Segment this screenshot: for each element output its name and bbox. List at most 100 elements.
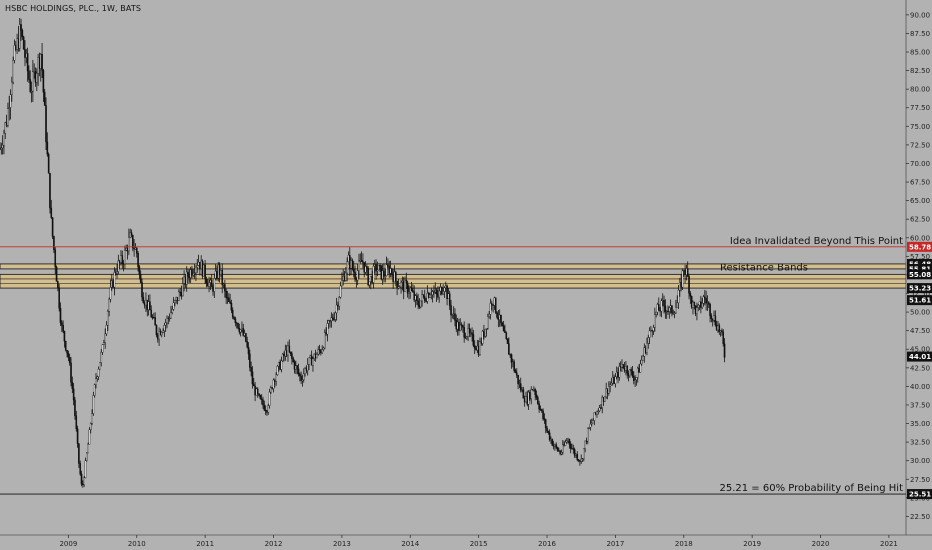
candle-body: [610, 382, 613, 385]
candle-body: [288, 345, 291, 352]
candle-body: [575, 453, 577, 456]
candle-body: [283, 353, 285, 357]
time-axis-bg: [0, 535, 932, 550]
candle-body: [34, 71, 37, 83]
candle-body: [544, 419, 547, 429]
price-tick-label: 87.50: [910, 30, 930, 38]
price-tick-label: 22.50: [910, 513, 930, 521]
candle-body: [70, 362, 72, 383]
candle-body: [122, 263, 125, 265]
candle-body: [5, 122, 8, 126]
candle-body: [75, 415, 78, 429]
candle-body: [598, 407, 601, 412]
candle-body: [690, 296, 693, 308]
candle-body: [719, 330, 722, 332]
candle-body: [132, 234, 134, 249]
candle-body: [246, 341, 249, 348]
candle-body: [611, 377, 614, 384]
candle-body: [347, 255, 350, 262]
candle-body: [84, 460, 87, 478]
candle-body: [85, 452, 88, 461]
candle-body: [259, 395, 262, 400]
candle-body: [185, 271, 188, 285]
candle-body: [356, 270, 359, 281]
candle-body: [375, 264, 377, 272]
price-tick-label: 90.00: [910, 11, 930, 19]
candle-body: [546, 427, 548, 432]
candle-body: [79, 463, 82, 475]
candle-body: [184, 276, 187, 285]
candle-body: [635, 377, 638, 380]
candle-body: [218, 264, 221, 275]
candle-body: [558, 450, 560, 452]
price-label: 53.23: [909, 285, 931, 293]
candle-body: [391, 268, 393, 275]
price-tick-label: 27.50: [910, 476, 930, 484]
candle-body: [346, 261, 348, 274]
candle-body: [554, 444, 556, 447]
candle-body: [379, 265, 381, 267]
candle-body: [247, 346, 250, 355]
candle-body: [277, 362, 280, 367]
candle-body: [617, 371, 619, 378]
candle-body: [643, 347, 646, 357]
candle-body: [585, 440, 588, 442]
candle-body: [93, 384, 96, 396]
candle-body: [514, 370, 517, 373]
time-tick-label: 2018: [675, 540, 693, 548]
candle-body: [521, 389, 523, 391]
candle-body: [121, 255, 124, 264]
candle-body: [513, 361, 515, 371]
candle-body: [92, 395, 95, 414]
candle-body: [281, 353, 284, 362]
candle-body: [238, 327, 241, 333]
candle-body: [551, 439, 554, 446]
price-label: 25.51: [909, 491, 931, 499]
candle-body: [506, 338, 509, 344]
candle-body: [135, 247, 138, 254]
candle-body: [444, 285, 447, 289]
candle-body: [704, 296, 706, 299]
candle-body: [61, 322, 63, 326]
candle-body: [250, 367, 252, 372]
candle-body: [472, 334, 475, 346]
candle-body: [372, 266, 375, 283]
candle-body: [717, 325, 719, 331]
candle-body: [272, 379, 275, 389]
price-tick-label: 32.50: [910, 439, 930, 447]
candle-body: [174, 300, 176, 303]
candle-body: [164, 322, 167, 326]
candle-body: [217, 264, 220, 279]
candle-body: [195, 267, 197, 273]
candle-body: [680, 282, 682, 288]
candle-body: [431, 291, 434, 295]
candle-body: [162, 330, 164, 333]
candle-body: [297, 368, 300, 374]
candle-body: [475, 347, 477, 351]
candle-body: [208, 282, 210, 287]
invalidation-label: Idea Invalidated Beyond This Point: [730, 236, 903, 247]
candle-body: [671, 305, 673, 314]
candle-body: [299, 373, 301, 377]
time-tick-label: 2009: [59, 540, 77, 548]
candle-body: [660, 300, 663, 312]
candle-body: [314, 353, 317, 359]
candle-body: [155, 325, 158, 336]
candle-body: [125, 247, 128, 251]
candle-body: [488, 314, 490, 317]
candle-body: [706, 302, 709, 304]
candle-body: [631, 370, 634, 377]
candle-body: [586, 428, 589, 442]
candle-body: [114, 272, 117, 274]
candle-body: [522, 389, 525, 399]
candle-body: [707, 302, 710, 305]
time-tick-label: 2021: [880, 540, 898, 548]
candle-body: [71, 381, 74, 390]
candle-body: [167, 317, 170, 320]
candle-body: [33, 71, 35, 73]
candle-body: [400, 282, 402, 288]
candle-body: [723, 343, 726, 358]
candle-body: [68, 357, 71, 364]
candle-body: [722, 331, 725, 344]
